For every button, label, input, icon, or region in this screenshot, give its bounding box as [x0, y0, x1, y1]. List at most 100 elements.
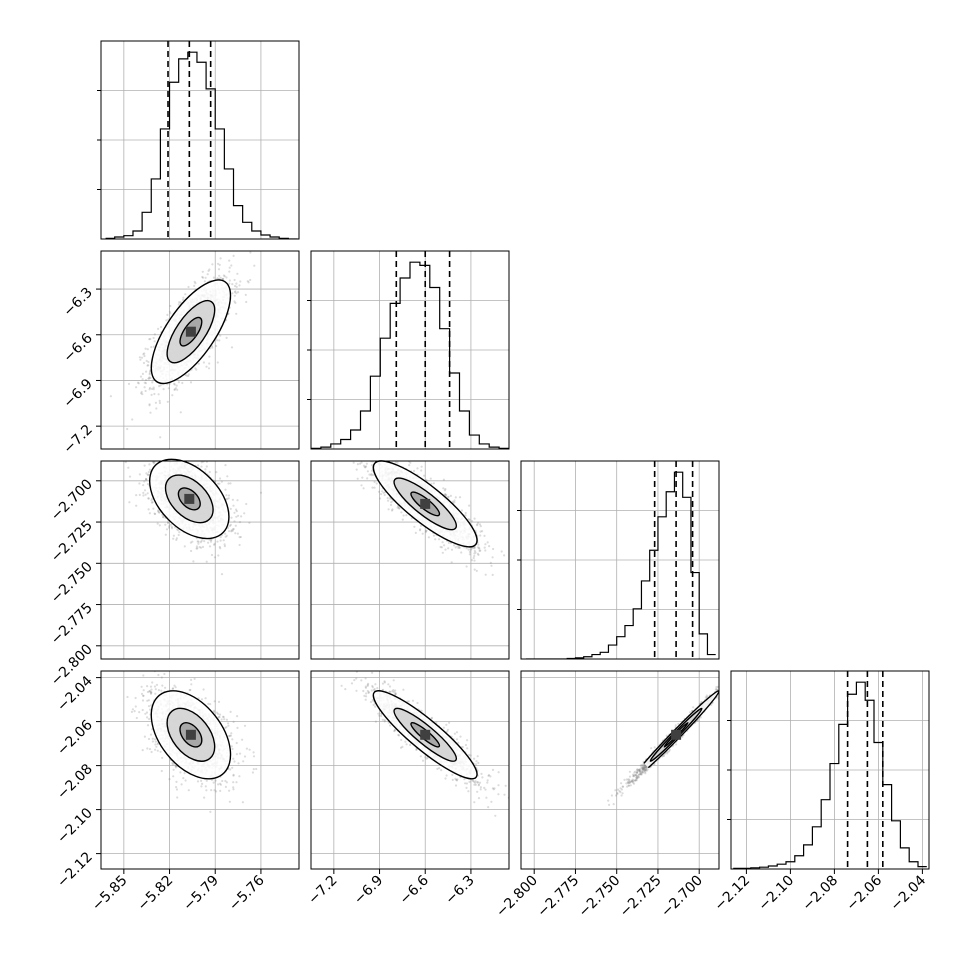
sample-point [439, 545, 442, 549]
sample-point [154, 512, 157, 516]
sample-point [473, 549, 476, 553]
sample-point [174, 387, 178, 390]
sample-point [386, 497, 389, 500]
sample-point [473, 552, 476, 555]
sample-point [371, 473, 375, 477]
sample-point [362, 487, 365, 490]
sample-point [479, 549, 482, 552]
sample-point [153, 340, 156, 343]
sample-point [143, 352, 146, 355]
sample-point [450, 548, 454, 551]
sample-point [349, 452, 351, 454]
sample-point [500, 550, 503, 553]
sample-point [217, 554, 220, 557]
sample-point [358, 462, 362, 465]
sample-point [148, 463, 151, 466]
sample-point [391, 457, 393, 459]
sample-point [189, 541, 192, 544]
sample-point [452, 544, 456, 547]
sample-point [144, 389, 147, 393]
sample-point [372, 450, 374, 452]
sample-point [228, 259, 231, 262]
sample-point [151, 497, 154, 500]
sample-point [233, 294, 236, 297]
sample-point [143, 386, 146, 389]
sample-point [166, 400, 169, 403]
sample-point [235, 510, 238, 513]
sample-point [200, 546, 203, 549]
sample-point [152, 345, 155, 348]
density-peak-1-0 [185, 326, 196, 337]
sample-point [469, 548, 472, 552]
sample-point [157, 510, 160, 514]
sample-point [443, 544, 446, 547]
sample-point [213, 543, 216, 546]
sample-point [210, 553, 214, 557]
sample-point [150, 346, 153, 349]
sample-point [434, 538, 437, 541]
sample-point [145, 478, 148, 481]
sample-point [150, 393, 153, 396]
sample-point [135, 494, 138, 497]
sample-point [468, 504, 471, 507]
sample-point [209, 538, 213, 542]
sample-point [109, 395, 112, 398]
sample-point [225, 336, 228, 339]
sample-point [152, 386, 155, 389]
sample-point [233, 520, 236, 523]
sample-point [149, 376, 152, 380]
sample-point [149, 411, 152, 414]
sample-point [355, 468, 358, 471]
sample-point [174, 764, 177, 768]
sample-point [203, 280, 206, 283]
sample-point [156, 522, 159, 525]
sample-point [192, 454, 194, 456]
sample-point [457, 546, 460, 550]
sample-point [205, 789, 208, 792]
sample-point [205, 465, 208, 468]
sample-point [230, 529, 233, 532]
sample-point [473, 568, 476, 571]
sample-point [373, 486, 376, 489]
sample-point [216, 482, 220, 485]
sample-point [179, 411, 182, 414]
sample-point [203, 540, 206, 543]
sample-point [489, 561, 492, 565]
sample-point [376, 453, 378, 455]
sample-point [413, 525, 416, 528]
sample-point [368, 452, 370, 454]
sample-point [128, 501, 131, 504]
sample-point [158, 457, 160, 459]
sample-point [201, 276, 205, 279]
sample-point [147, 508, 150, 511]
sample-point [397, 507, 400, 510]
sample-point [195, 545, 198, 548]
sample-point [183, 545, 186, 548]
sample-point [193, 284, 196, 287]
sample-point [222, 274, 225, 277]
panel-frame [310, 460, 510, 660]
sample-point [143, 480, 146, 483]
sample-point [429, 477, 432, 480]
sample-point [193, 280, 196, 283]
sample-point [232, 254, 235, 257]
sample-point [468, 550, 471, 554]
sample-point [216, 339, 219, 342]
sample-point [158, 399, 161, 402]
sample-point [476, 552, 479, 555]
sample-point [248, 521, 251, 524]
sample-point [229, 710, 232, 714]
sample-point [146, 473, 149, 476]
sample-point [377, 490, 381, 493]
sample-point [187, 373, 190, 376]
sample-point [138, 482, 141, 485]
sample-point [185, 374, 188, 377]
sample-point [361, 476, 364, 479]
sample-point [402, 514, 405, 517]
sample-point [420, 469, 423, 472]
sample-point [229, 523, 232, 526]
sample-point [148, 386, 152, 390]
sample-point [228, 270, 231, 273]
sample-point [127, 466, 130, 469]
sample-point [135, 504, 138, 507]
